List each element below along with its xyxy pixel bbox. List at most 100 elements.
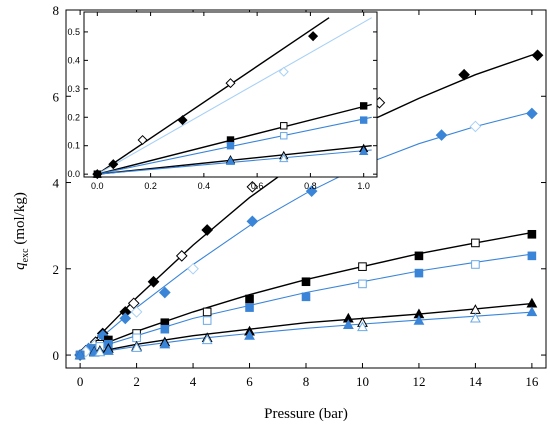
inset-chart: 0.0 0.2 0.4 0.6 0.8 1.0 0.0 0.1 0.2 0.3 0.4 0.5 — [67, 11, 378, 191]
filled-diamond-marker — [526, 107, 538, 120]
filled-diamond-marker — [147, 275, 160, 288]
open-square-marker — [202, 307, 212, 317]
filled-triangle-marker — [413, 314, 425, 325]
x-tick-label: 14 — [469, 374, 483, 389]
filled-triangle-marker — [526, 306, 538, 317]
diamond-fit-curve — [79, 110, 535, 356]
open-triangle-marker — [470, 312, 481, 323]
open-triangle-marker — [201, 334, 213, 345]
open-square-marker — [471, 260, 480, 269]
filled-diamond-marker — [435, 129, 448, 141]
x-tick-label: 16 — [525, 374, 539, 389]
filled-square-marker — [160, 324, 170, 334]
y-tick-label: 0.5 — [67, 27, 80, 37]
filled-triangle-marker — [225, 156, 236, 165]
diamond-fit-curve — [97, 17, 372, 175]
x-tick-label: 1.0 — [357, 181, 370, 191]
filled-triangle-marker — [358, 146, 369, 155]
filled-square-marker — [301, 292, 311, 302]
filled-square-marker — [301, 277, 311, 287]
triangle-fit-curve — [79, 302, 535, 356]
main-data-points — [74, 49, 544, 361]
x-tick-label: 8 — [303, 374, 310, 389]
triangle-fit-curve — [97, 149, 372, 175]
inset-fit-curves — [96, 17, 372, 175]
y-tick-label: 8 — [53, 3, 60, 18]
triangle-fit-curve — [80, 311, 535, 356]
filled-square-marker — [527, 229, 537, 239]
filled-triangle-marker — [244, 330, 255, 340]
svg-text:qexc (mol/kg): qexc (mol/kg) — [12, 192, 31, 270]
filled-triangle-marker — [102, 345, 114, 355]
square-fit-curve — [79, 253, 535, 356]
y-axis-title-subscript: exc — [20, 248, 31, 262]
filled-square-marker — [245, 294, 254, 304]
y-tick-label: 6 — [53, 89, 60, 104]
main-chart: 02468101214160246810 Pressure (bar) qexc… — [12, 3, 547, 422]
y-tick-label: 0.4 — [67, 55, 80, 65]
x-tick-label: 10 — [356, 374, 369, 389]
square-fit-curve — [79, 231, 535, 356]
y-tick-label: 4 — [53, 176, 60, 191]
filled-diamond-marker — [458, 68, 470, 81]
x-tick-label: 2 — [133, 374, 140, 389]
filled-diamond-marker — [308, 31, 319, 42]
open-square-marker — [358, 262, 367, 271]
open-square-marker — [132, 333, 141, 343]
triangle-fit-curve — [97, 145, 372, 175]
y-axis-title-symbol: q — [12, 262, 28, 270]
open-triangle-marker — [357, 321, 368, 332]
x-tick-label: 0.8 — [304, 181, 317, 191]
diamond-fit-curve — [96, 17, 330, 175]
y-tick-label: 0 — [53, 348, 60, 363]
x-tick-label: 0 — [77, 374, 84, 389]
open-diamond-marker — [278, 66, 289, 77]
open-square-marker — [358, 279, 367, 289]
y-tick-label: 2 — [53, 262, 60, 277]
filled-diamond-marker — [119, 312, 132, 325]
x-tick-label: 6 — [246, 374, 253, 389]
y-tick-label: 0.3 — [67, 84, 80, 94]
filled-square-marker — [359, 116, 368, 124]
open-triangle-marker — [94, 346, 106, 357]
filled-diamond-marker — [108, 159, 119, 170]
inset-data-points — [92, 31, 369, 180]
open-triangle-marker — [131, 342, 142, 352]
filled-diamond-marker — [177, 115, 188, 126]
square-fit-curve — [97, 116, 372, 175]
open-diamond-marker — [175, 250, 188, 262]
filled-square-marker — [414, 251, 424, 261]
filled-diamond-marker — [158, 286, 171, 299]
inset-background — [84, 12, 377, 177]
open-square-marker — [280, 132, 288, 140]
inset-axis-ticks: 0.0 0.2 0.4 0.6 0.8 1.0 0.0 0.1 0.2 0.3 0.4 0.5 — [67, 12, 377, 191]
open-triangle-marker — [279, 153, 289, 163]
filled-square-marker — [226, 142, 235, 150]
filled-square-marker — [359, 102, 368, 110]
filled-triangle-marker — [92, 169, 103, 178]
open-diamond-marker — [187, 262, 199, 275]
x-tick-label: 4 — [190, 374, 197, 389]
filled-triangle-marker — [342, 319, 354, 330]
x-tick-label: 12 — [412, 374, 425, 389]
filled-diamond-marker — [531, 49, 544, 62]
open-diamond-marker — [130, 306, 143, 318]
open-diamond-marker — [246, 181, 259, 193]
open-diamond-marker — [137, 134, 148, 146]
y-tick-label: 0.2 — [67, 112, 80, 122]
y-tick-label: 0.0 — [67, 169, 80, 179]
x-tick-label: 0.0 — [91, 181, 104, 191]
filled-diamond-marker — [305, 185, 318, 197]
open-square-marker — [202, 316, 212, 325]
filled-triangle-marker — [74, 349, 86, 360]
y-axis-title-unit: (mol/kg) — [12, 192, 28, 248]
x-tick-label: 0.2 — [144, 181, 157, 191]
square-fit-curve — [97, 103, 372, 175]
y-axis-title: qexc (mol/kg) — [12, 192, 31, 270]
filled-triangle-marker — [526, 297, 538, 308]
filled-square-marker — [527, 251, 537, 261]
y-tick-label: 0.1 — [67, 141, 80, 151]
open-diamond-marker — [127, 297, 140, 310]
filled-square-marker — [414, 268, 424, 278]
